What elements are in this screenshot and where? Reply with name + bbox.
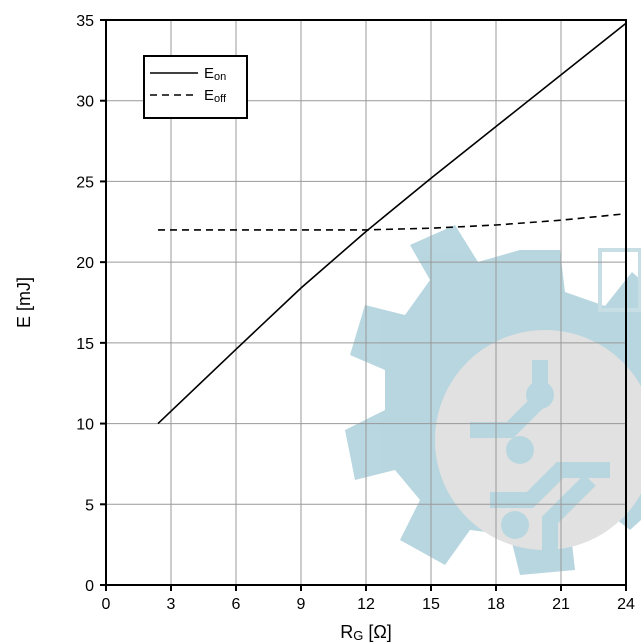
x-tick-label: 18 [487,596,505,613]
legend: Eon Eoff [143,55,248,119]
y-tick-label: 25 [76,174,94,191]
watermark-node [526,381,554,409]
x-axis-title: RG [Ω] [340,622,392,643]
grid [106,20,626,585]
legend-label-on: Eon [204,65,226,83]
x-tick-label: 9 [297,596,306,613]
y-tick-label: 10 [76,417,94,434]
series-layer [157,22,627,425]
watermark-node [501,511,529,539]
y-tick-label: 35 [76,13,94,30]
x-tick-label: 0 [102,596,111,613]
watermark-logo [345,225,641,575]
y-tick-label: 0 [85,578,94,595]
y-axis: 0 5 10 15 20 25 30 35 [76,13,106,595]
series-line-on [157,22,627,425]
watermark-corner-mark [598,248,641,312]
x-tick-label: 21 [552,596,570,613]
y-tick-label: 30 [76,94,94,111]
watermark-inner-circle [435,330,641,550]
series-line-off [158,212,627,231]
legend-label-off: Eoff [204,87,227,105]
watermark-circuit [470,360,610,560]
y-tick-label: 20 [76,255,94,272]
y-tick-label: 5 [85,497,94,514]
x-tick-label: 6 [232,596,241,613]
x-tick-label: 15 [422,596,440,613]
watermark-node [506,436,534,464]
x-tick-label: 24 [617,596,635,613]
x-tick-label: 3 [167,596,176,613]
x-axis: 0 3 6 9 12 15 18 21 24 [102,585,635,613]
y-tick-label: 15 [76,336,94,353]
legend-box [143,55,248,119]
x-tick-label: 12 [357,596,375,613]
y-axis-title: E [mJ] [14,277,34,328]
